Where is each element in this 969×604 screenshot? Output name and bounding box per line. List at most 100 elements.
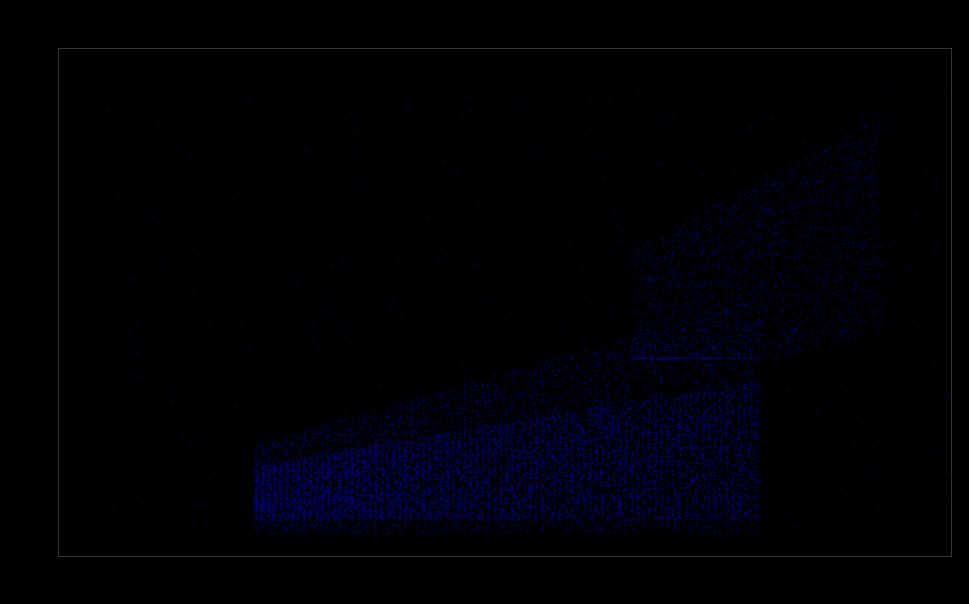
Point [743,458,759,468]
Point [481,392,496,402]
Point [777,345,793,355]
Point [566,493,581,503]
Point [473,505,488,515]
Point [707,511,723,521]
Point [368,480,384,490]
Point [627,405,642,415]
Point [468,436,484,446]
Point [392,403,408,413]
Point [757,335,772,344]
Point [245,521,261,531]
Point [724,404,739,414]
Point [640,441,655,451]
Point [599,488,614,498]
Point [688,426,703,435]
Point [322,467,337,477]
Point [596,402,611,411]
Point [428,490,444,500]
Point [411,477,426,487]
Point [462,479,478,489]
Point [576,410,591,420]
Point [312,463,328,473]
Point [527,419,543,429]
Point [403,475,419,484]
Point [419,483,434,492]
Point [639,460,654,469]
Point [318,486,333,495]
Point [557,327,573,336]
Point [507,419,522,428]
Point [527,467,543,477]
Point [673,236,689,245]
Point [276,497,292,507]
Point [314,525,329,535]
Point [547,417,563,426]
Point [469,449,484,459]
Point [680,303,696,313]
Point [706,342,722,352]
Point [305,480,321,490]
Point [744,474,760,484]
Point [547,503,562,513]
Point [620,466,636,475]
Point [724,460,739,470]
Point [622,484,638,493]
Point [589,507,605,517]
Point [473,487,488,497]
Point [629,449,644,459]
Point [332,478,348,488]
Point [460,503,476,512]
Point [500,452,516,462]
Point [375,443,391,453]
Point [463,507,479,517]
Point [371,464,387,474]
Point [593,402,609,411]
Point [852,143,867,152]
Point [725,349,740,359]
Point [833,294,849,303]
Point [727,449,742,459]
Point [415,490,430,500]
Point [480,460,495,470]
Point [416,503,431,512]
Point [267,485,283,495]
Point [734,394,749,403]
Point [372,411,388,421]
Point [515,447,530,457]
Point [734,238,749,248]
Point [349,418,364,428]
Point [422,432,438,442]
Point [332,495,348,505]
Point [675,327,691,336]
Point [350,457,365,467]
Point [291,460,306,470]
Point [451,468,466,478]
Point [594,453,610,463]
Point [479,446,494,456]
Point [493,408,509,417]
Point [256,514,271,524]
Point [743,486,759,495]
Point [554,461,570,471]
Point [503,504,518,513]
Point [535,458,550,467]
Point [345,504,360,513]
Point [296,503,311,513]
Point [308,452,324,462]
Point [338,446,354,455]
Point [375,467,391,477]
Point [298,520,314,530]
Point [414,527,429,537]
Point [562,475,578,485]
Point [694,236,709,245]
Point [288,472,303,481]
Point [289,475,304,485]
Point [536,460,551,470]
Point [658,324,673,334]
Point [730,410,745,419]
Point [646,478,662,488]
Point [434,437,450,447]
Point [526,421,542,431]
Point [236,95,252,104]
Point [837,155,853,164]
